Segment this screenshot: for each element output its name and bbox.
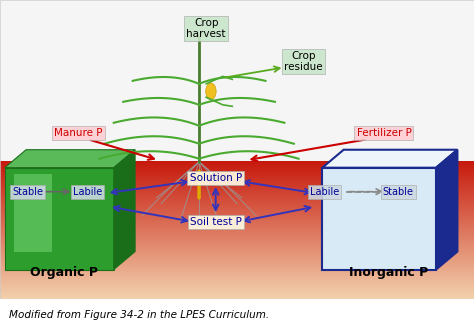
Text: Soil test P: Soil test P xyxy=(190,217,242,227)
Text: Crop
residue: Crop residue xyxy=(284,51,323,72)
Polygon shape xyxy=(436,150,457,270)
Text: Labile: Labile xyxy=(310,187,339,197)
Text: Fertilizer P: Fertilizer P xyxy=(356,128,411,138)
Polygon shape xyxy=(5,168,114,270)
Text: Organic P: Organic P xyxy=(30,266,98,279)
Polygon shape xyxy=(322,168,436,270)
Text: Manure P: Manure P xyxy=(54,128,102,138)
Text: Crop
harvest: Crop harvest xyxy=(186,18,226,39)
Text: Solution P: Solution P xyxy=(190,173,242,183)
Polygon shape xyxy=(14,174,52,251)
Text: Labile: Labile xyxy=(73,187,102,197)
Text: Modified from Figure 34-2 in the LPES Curriculum.: Modified from Figure 34-2 in the LPES Cu… xyxy=(9,310,270,320)
Polygon shape xyxy=(114,150,135,270)
Bar xyxy=(0,0,474,162)
Text: Stable: Stable xyxy=(12,187,43,197)
Polygon shape xyxy=(322,150,457,168)
Text: Inorganic P: Inorganic P xyxy=(349,266,428,279)
Polygon shape xyxy=(5,150,135,168)
Text: Stable: Stable xyxy=(383,187,414,197)
Ellipse shape xyxy=(206,83,216,99)
